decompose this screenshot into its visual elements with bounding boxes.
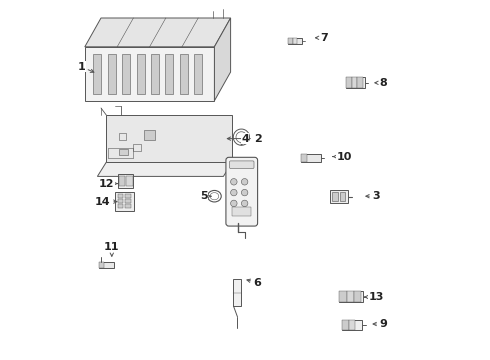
Bar [125, 204, 131, 208]
Bar [346, 291, 354, 302]
Bar [151, 54, 159, 94]
Bar [99, 262, 104, 268]
Bar [301, 154, 307, 162]
Bar [125, 199, 131, 203]
Polygon shape [98, 162, 232, 176]
FancyBboxPatch shape [229, 161, 254, 168]
Polygon shape [215, 18, 231, 101]
Circle shape [231, 189, 237, 196]
Bar [339, 291, 363, 302]
Bar [288, 38, 302, 44]
Bar [133, 144, 141, 151]
FancyBboxPatch shape [226, 157, 258, 226]
Bar [166, 54, 173, 94]
Text: 2: 2 [227, 134, 262, 144]
Text: 11: 11 [104, 242, 120, 256]
Bar [137, 54, 145, 94]
Text: 8: 8 [375, 78, 388, 88]
Circle shape [231, 179, 237, 185]
Text: 14: 14 [95, 197, 117, 207]
Bar [122, 54, 130, 94]
Bar [118, 174, 133, 188]
Bar [232, 207, 251, 216]
Bar [340, 192, 345, 201]
Text: 12: 12 [98, 179, 118, 189]
Bar [180, 54, 188, 94]
Text: 13: 13 [365, 292, 384, 302]
Bar [119, 133, 126, 140]
Bar [115, 192, 134, 211]
Bar [194, 54, 202, 94]
Bar [144, 130, 155, 140]
Text: 7: 7 [316, 33, 328, 43]
Bar [357, 77, 363, 88]
Circle shape [242, 200, 248, 207]
Bar [125, 194, 131, 198]
Bar [233, 279, 242, 306]
Text: 4: 4 [241, 134, 249, 145]
Polygon shape [85, 18, 231, 47]
Text: 6: 6 [247, 278, 262, 288]
Circle shape [242, 189, 248, 196]
Bar [126, 176, 133, 186]
Polygon shape [106, 115, 232, 162]
Bar [118, 194, 123, 198]
Bar [349, 320, 355, 330]
Bar [118, 199, 123, 203]
Bar [108, 54, 116, 94]
Bar [351, 77, 357, 88]
Polygon shape [85, 47, 215, 101]
Bar [346, 77, 365, 88]
Bar [288, 38, 293, 44]
Bar [118, 204, 123, 208]
Bar [332, 192, 338, 201]
Bar [342, 320, 362, 330]
Circle shape [231, 200, 237, 207]
Bar [293, 38, 297, 44]
Text: 1: 1 [77, 62, 94, 72]
Bar [339, 291, 346, 302]
Bar [346, 77, 351, 88]
Bar [301, 154, 320, 162]
Text: 3: 3 [366, 191, 380, 201]
Text: 9: 9 [373, 319, 388, 329]
Bar [119, 176, 125, 186]
Bar [354, 291, 361, 302]
Bar [94, 54, 101, 94]
Text: 10: 10 [333, 152, 352, 162]
Text: 5: 5 [200, 191, 211, 201]
Bar [119, 149, 128, 155]
Circle shape [242, 179, 248, 185]
Bar [330, 190, 347, 203]
Bar [99, 262, 114, 268]
Bar [342, 320, 349, 330]
